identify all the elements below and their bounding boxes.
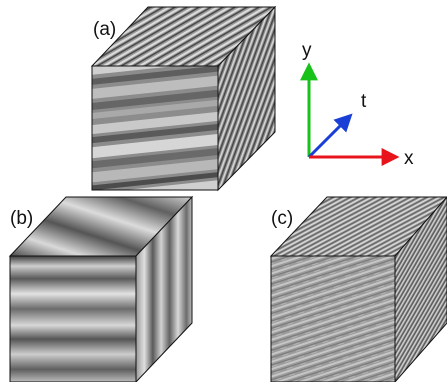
cube-c-front-face (270, 255, 396, 382)
cube-c: (c) (269, 196, 447, 382)
panel-label-c: (c) (271, 208, 293, 229)
t-axis-arrow (307, 113, 353, 159)
panel-label-b: (b) (10, 208, 33, 229)
cube-a: (a) (90, 5, 277, 192)
t-axis-label: t (361, 91, 367, 112)
cube-b-front-face (9, 255, 137, 382)
panel-label-a: (a) (93, 19, 116, 40)
y-axis-label: y (302, 40, 312, 61)
cube-a-front-face (91, 65, 219, 191)
x-axis-label: x (404, 148, 414, 169)
axes-triad: y t x (300, 40, 414, 169)
cube-b: (b) (8, 195, 194, 382)
